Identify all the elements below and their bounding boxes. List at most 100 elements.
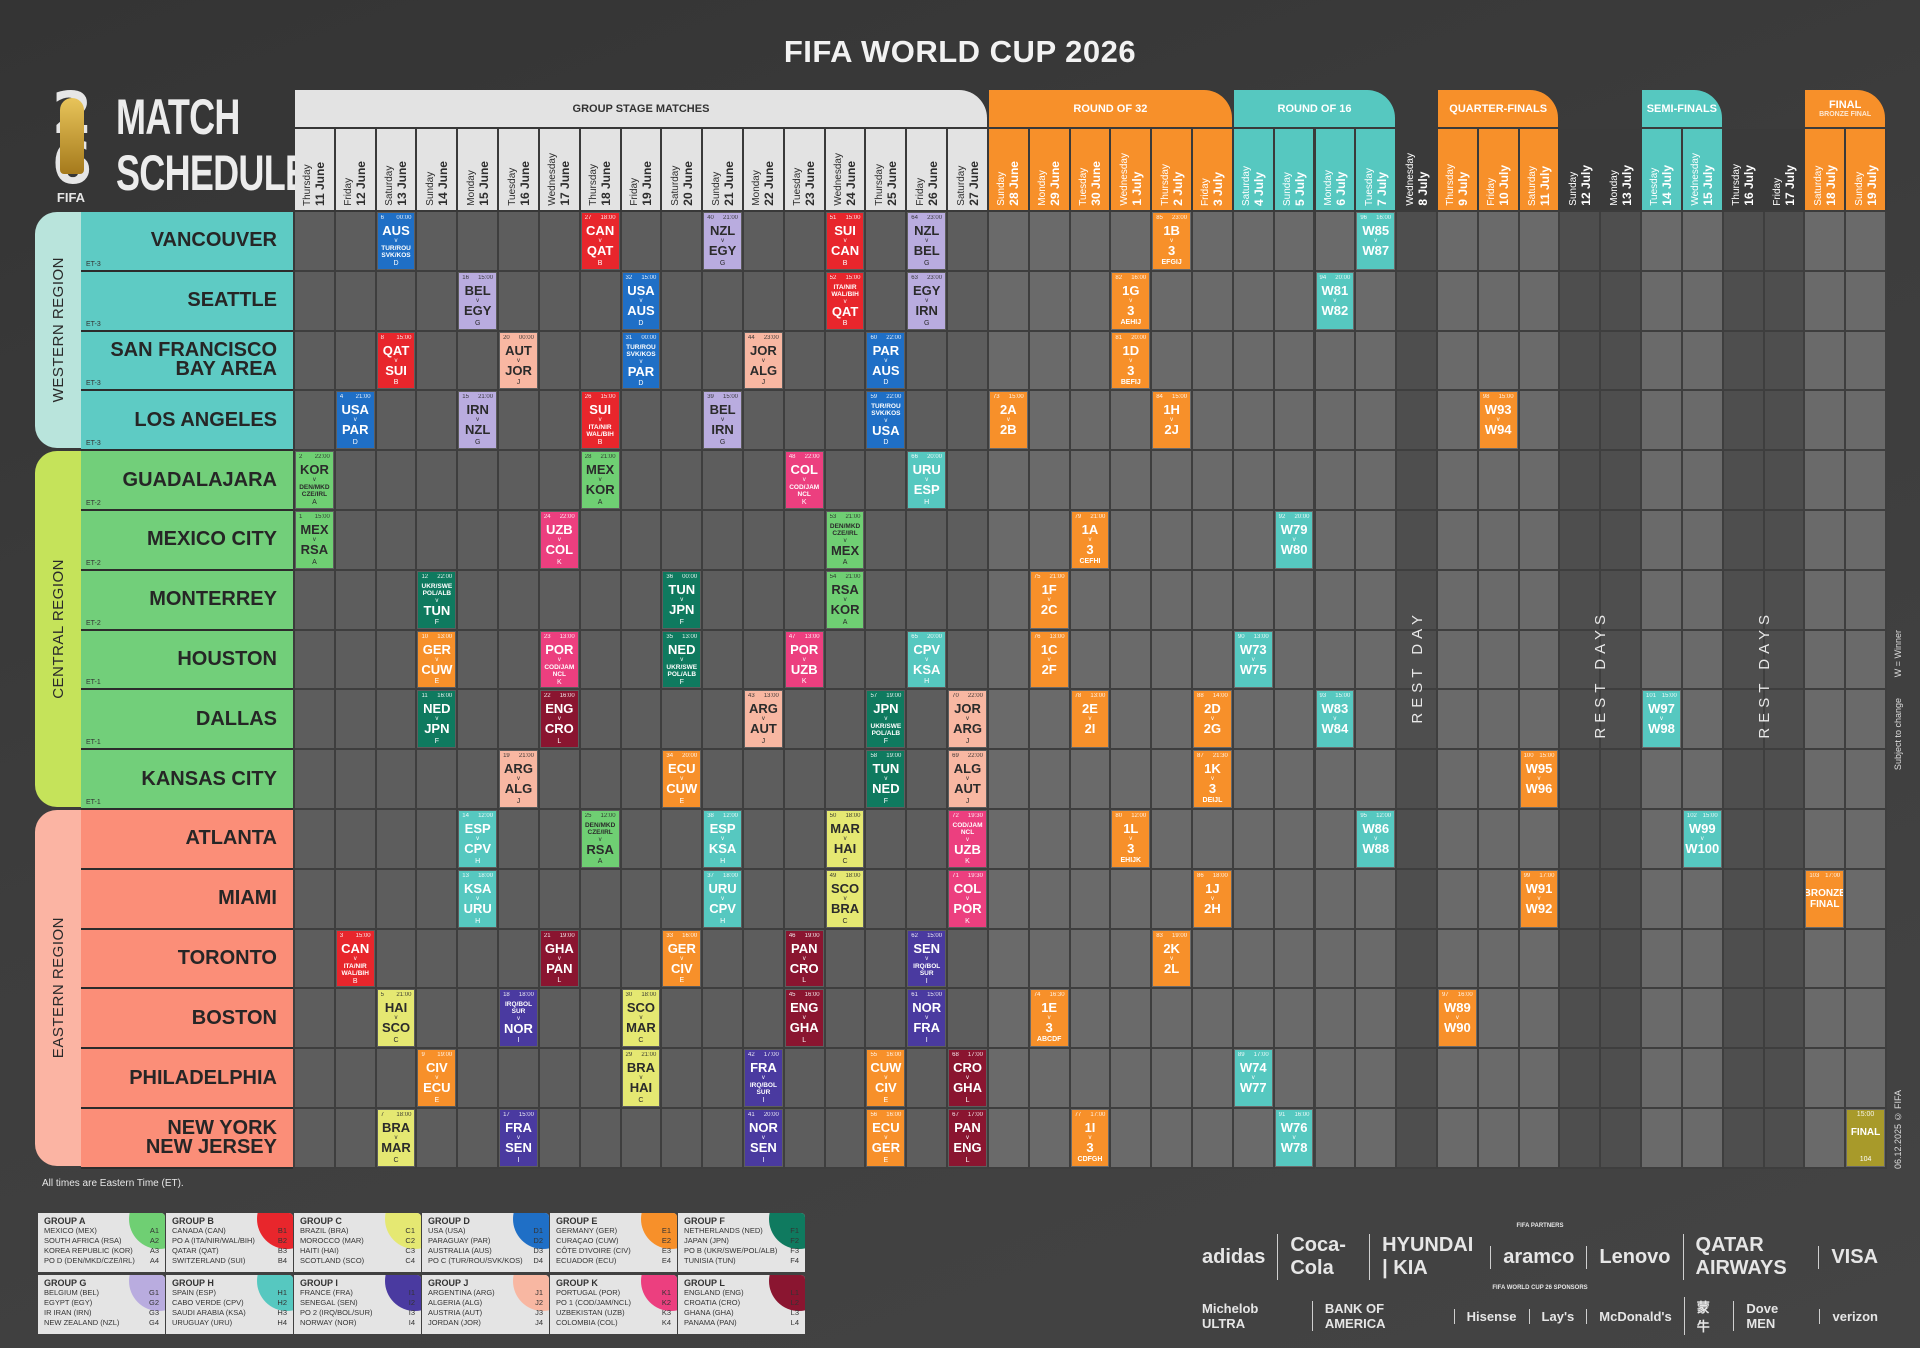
match-card[interactable]: 6 00:00 AUS v TUR/ROU SVK/KOS D [377,213,415,269]
match-card[interactable]: 39 15:00 BEL v IRN G [704,392,741,449]
match-card[interactable]: 90 13:00 W73 v W75 [1234,631,1272,688]
match-card[interactable]: 14 12:00 ESP v CPV H [459,811,497,867]
match-card[interactable]: 8 15:00 QAT v SUI B [377,332,415,389]
match-card[interactable]: 26 15:00 SUI v ITA/NIR WAL/BIH B [581,392,619,449]
match-card[interactable]: 82 16:00 1G v 3 AEHIJ [1112,272,1150,329]
match-card[interactable]: 22 16:00 ENG v CRO L [540,691,578,748]
match-card[interactable]: 7 18:00 BRA v MAR C [377,1110,415,1166]
match-card[interactable]: 11 16:00 NED v JPN F [418,691,456,748]
match-card[interactable]: 32 15:00 USA v AUS D [622,272,660,329]
match-card[interactable]: 41 20:00 NOR v SEN I [745,1110,782,1166]
match-card[interactable]: 66 20:00 URU v ESP H [908,452,946,508]
match-card[interactable]: 72 19:30 COD/JAM NCL v UZB K [949,811,986,867]
match-card[interactable]: 34 20:00 ECU v CUW E [663,751,701,807]
match-card[interactable]: 83 19:00 2K v 2L [1153,930,1191,987]
match-card[interactable]: 12 22:00 UKR/SWE POL/ALB v TUN F [418,571,456,628]
match-card[interactable]: 20 00:00 AUT v JOR J [500,332,537,389]
match-card[interactable]: 18 18:00 IRQ/BOL SUR v NOR I [500,990,537,1047]
match-card[interactable]: 44 23:00 JOR v ALG J [745,332,782,389]
match-card[interactable]: 61 15:00 NOR v FRA I [908,990,946,1047]
match-card[interactable]: 40 21:00 NZL v EGY G [704,213,741,269]
match-card[interactable]: 98 15:00 W93 v W94 [1479,392,1517,449]
match-card[interactable]: 71 19:30 COL v POR K [949,870,986,927]
match-card[interactable]: 101 15:00 W97 v W98 [1643,691,1680,748]
match-card[interactable]: 28 21:00 MEX v KOR A [581,452,619,508]
match-card[interactable]: 75 21:00 1F v 2C [1030,571,1068,628]
match-card[interactable]: 81 20:00 1D v 3 BEFIJ [1112,332,1150,389]
match-card[interactable]: 37 18:00 URU v CPV H [704,870,741,927]
match-card[interactable]: 1 15:00 MEX v RSA A [296,512,333,568]
match-card[interactable]: 88 14:00 2D v 2G [1194,691,1231,748]
match-card[interactable]: 29 21:00 BRA v HAI C [622,1050,660,1106]
match-card[interactable]: 100 15:00 W95 v W96 [1520,751,1558,807]
match-card[interactable]: 33 16:00 GER v CIV E [663,930,701,987]
match-card[interactable]: 62 15:00 SEN v IRQ/BOL SUR I [908,930,946,987]
match-card[interactable]: 64 23:00 NZL v BEL G [908,213,946,269]
match-card[interactable]: 77 17:00 1I v 3 CDFGH [1071,1110,1109,1166]
match-card[interactable]: 31 00:00 TUR/ROU SVK/KOS v PAR D [622,332,660,389]
match-card[interactable]: 97 16:00 W89 v W90 [1438,990,1476,1047]
match-card[interactable]: 65 20:00 CPV v KSA H [908,631,946,688]
match-card[interactable]: 51 15:00 SUI v CAN B [826,213,864,269]
match-card[interactable]: 76 13:00 1C v 2F [1030,631,1068,688]
match-card[interactable]: 69 22:00 ALG v AUT J [949,751,986,807]
match-card[interactable]: 60 22:00 PAR v AUS D [867,332,905,389]
match-card[interactable]: 35 13:00 NED v UKR/SWE POL/ALB F [663,631,701,688]
match-card[interactable]: 4 21:00 USA v PAR D [336,392,374,449]
match-card[interactable]: 102 15:00 W99 v W100 [1683,811,1721,867]
match-card[interactable]: 13 18:00 KSA v URU H [459,870,497,927]
match-card[interactable]: 85 23:00 1B v 3 EFGIJ [1153,213,1191,269]
match-card[interactable]: 10 13:00 GER v CUW E [418,631,456,688]
match-card[interactable]: 5 21:00 HAI v SCO C [377,990,415,1047]
match-card[interactable]: 96 16:00 W85 v W87 [1357,213,1395,269]
match-card[interactable]: 9 19:00 CIV v ECU E [418,1050,456,1106]
match-card[interactable]: 50 18:00 MAR v HAI C [826,811,864,867]
match-card[interactable]: 17 15:00 FRA v SEN I [500,1110,537,1166]
match-card[interactable]: 54 21:00 RSA v KOR A [826,571,864,628]
match-card[interactable]: 57 19:00 JPN v UKR/SWE POL/ALB F [867,691,905,748]
match-card[interactable]: 63 23:00 EGY v IRN G [908,272,946,329]
match-card[interactable]: 67 17:00 PAN v ENG L [949,1110,986,1166]
match-card[interactable]: 92 20:00 W79 v W80 [1275,512,1313,568]
match-card[interactable]: 24 22:00 UZB v COL K [540,512,578,568]
match-card[interactable]: 15 21:00 IRN v NZL G [459,392,497,449]
match-card[interactable]: 99 17:00 W91 v W92 [1520,870,1558,927]
match-card[interactable]: 56 16:00 ECU v GER E [867,1110,905,1166]
match-card[interactable]: 43 13:00 ARG v AUT J [745,691,782,748]
match-card[interactable]: 84 15:00 1H v 2J [1153,392,1191,449]
match-card[interactable]: 91 16:00 W76 v W78 [1275,1110,1313,1166]
match-card[interactable]: 3 15:00 CAN v ITA/NIR WAL/BIH B [336,930,374,987]
match-card[interactable]: 23 13:00 POR v COD/JAM NCL K [540,631,578,688]
match-card[interactable]: 30 18:00 SCO v MAR C [622,990,660,1047]
match-card[interactable]: 95 12:00 W86 v W88 [1357,811,1395,867]
match-card[interactable]: 68 17:00 CRO v GHA L [949,1050,986,1106]
match-card[interactable]: 2 22:00 KOR v DEN/MKD CZE/IRL A [296,452,333,508]
match-card[interactable]: 55 16:00 CUW v CIV E [867,1050,905,1106]
match-card[interactable]: 73 15:00 2A v 2B [989,392,1027,449]
match-card[interactable]: 45 16:00 ENG v GHA L [785,990,823,1047]
match-card[interactable]: 79 21:00 1A v 3 CEFHI [1071,512,1109,568]
match-card[interactable]: 15:00 FINAL 104 [1847,1110,1884,1166]
match-card[interactable]: 38 12:00 ESP v KSA H [704,811,741,867]
match-card[interactable]: 74 16:30 1E v 3 ABCDF [1030,990,1068,1047]
match-card[interactable]: 86 18:00 1J v 2H [1194,870,1231,927]
match-card[interactable]: 89 17:00 W74 v W77 [1234,1050,1272,1106]
match-card[interactable]: 49 18:00 SCO v BRA C [826,870,864,927]
match-card[interactable]: 58 19:00 TUN v NED F [867,751,905,807]
match-card[interactable]: 78 13:00 2E v 2I [1071,691,1109,748]
match-card[interactable]: 52 15:00 ITA/NIR WAL/BIH v QAT B [826,272,864,329]
match-card[interactable]: 94 20:00 W81 v W82 [1316,272,1354,329]
match-card[interactable]: 59 22:00 TUR/ROU SVK/KOS v USA D [867,392,905,449]
match-card[interactable]: 46 19:00 PAN v CRO L [785,930,823,987]
match-card[interactable]: 87 21:30 1K v 3 DEIJL [1194,751,1231,807]
match-card[interactable]: 27 18:00 CAN v QAT B [581,213,619,269]
match-card[interactable]: 47 13:00 POR v UZB K [785,631,823,688]
match-card[interactable]: 53 21:00 DEN/MKD CZE/IRL v MEX A [826,512,864,568]
match-card[interactable]: 25 12:00 DEN/MKD CZE/IRL v RSA A [581,811,619,867]
match-card[interactable]: 80 12:00 1L v 3 EHIJK [1112,811,1150,867]
match-card[interactable]: 19 21:00 ARG v ALG J [500,751,537,807]
match-card[interactable]: 21 19:00 GHA v PAN L [540,930,578,987]
match-card[interactable]: 103 17:00 BRONZE FINAL [1806,870,1844,927]
match-card[interactable]: 42 17:00 FRA v IRQ/BOL SUR I [745,1050,782,1106]
match-card[interactable]: 93 15:00 W83 v W84 [1316,691,1354,748]
